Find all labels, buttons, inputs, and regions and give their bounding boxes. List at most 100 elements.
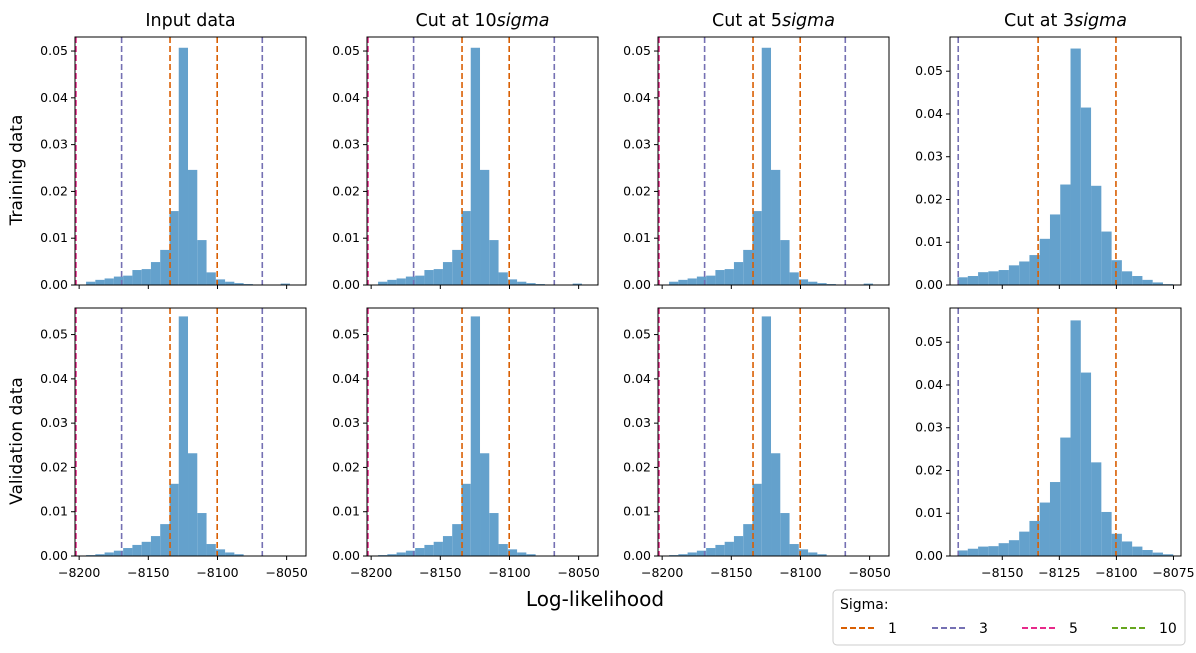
histogram-bar <box>780 240 790 285</box>
histogram-bars <box>378 316 545 556</box>
histogram-bar <box>808 281 818 285</box>
histogram-bar <box>160 249 170 285</box>
histogram-bar <box>780 513 790 556</box>
histogram-bar <box>141 269 151 285</box>
histogram-bar <box>225 552 235 556</box>
y-tick-label: 0.02 <box>40 183 68 198</box>
histogram-bar <box>452 249 462 285</box>
histogram-bar <box>123 275 133 285</box>
histogram-bar <box>470 47 481 285</box>
histogram-bar <box>724 541 734 556</box>
y-tick-label: 0.05 <box>40 327 68 342</box>
sigma-lines <box>75 37 264 285</box>
histogram-bar <box>572 283 582 285</box>
x-axis-label: Log-likelihood <box>526 587 664 611</box>
histogram-bar <box>234 283 244 285</box>
histogram-bar <box>1121 541 1133 556</box>
histogram-bar <box>789 272 799 285</box>
histogram-bar <box>150 536 161 556</box>
histogram-bar <box>706 548 716 556</box>
y-tick-label: 0.00 <box>40 277 68 292</box>
sigma-lines <box>75 308 264 556</box>
histogram-bar <box>808 552 818 556</box>
histogram-bar <box>86 281 96 285</box>
histogram-bar <box>234 554 244 556</box>
histogram-bar <box>169 211 179 285</box>
y-tick-label: 0.04 <box>915 106 943 121</box>
y-tick-label: 0.00 <box>915 277 943 292</box>
histogram-bar <box>498 272 508 285</box>
legend-label: 10 <box>1159 621 1177 637</box>
histogram-bar <box>150 262 161 285</box>
x-tick-label: −8100 <box>488 565 530 580</box>
x-tick-label: −8100 <box>779 565 821 580</box>
histogram-bar <box>396 278 406 285</box>
histogram-bar <box>1060 437 1071 556</box>
histogram-bar <box>1029 255 1040 285</box>
x-tick-label: −8125 <box>1038 565 1080 580</box>
panel-title: Cut at 10sigma <box>415 11 549 31</box>
panel-r1-c1: 0.00 0.01 0.02 0.03 0.04 0.05 −8200 −8150 −8100 −… <box>332 307 600 580</box>
histogram-bar <box>978 272 989 285</box>
x-tick-label: −8150 <box>981 565 1023 580</box>
histogram-bar <box>1049 482 1061 556</box>
histogram-bar <box>405 276 416 285</box>
histogram-bar <box>442 262 453 285</box>
legend-label: 1 <box>888 621 897 637</box>
y-tick-label: 0.00 <box>332 548 360 563</box>
axes-frame <box>74 36 307 286</box>
histogram-bar <box>817 283 827 285</box>
panel-r1-c2: 0.00 0.01 0.02 0.03 0.04 0.05 −8200 −8150 −8100 −… <box>623 307 891 580</box>
axes-frame <box>74 307 307 557</box>
histogram-bar <box>771 453 781 556</box>
y-tick-label: 0.03 <box>40 137 68 152</box>
sigma-lines <box>658 37 847 285</box>
y-tick-label: 0.05 <box>332 327 360 342</box>
histogram-bars <box>957 48 1174 285</box>
histogram-bar <box>957 550 968 556</box>
panel-r0-c2: 0.00 0.01 0.02 0.03 0.04 0.05 Cut at 5sigma <box>623 11 890 292</box>
panel-title: Cut at 3sigma <box>1004 11 1127 31</box>
axes-frame <box>949 36 1182 286</box>
histogram-bar <box>1121 271 1133 285</box>
histogram-bar <box>280 283 290 285</box>
x-tick-label: −8050 <box>265 565 307 580</box>
histogram-bar <box>743 524 753 556</box>
y-tick-label: 0.01 <box>40 230 68 245</box>
histogram-bar <box>696 550 707 556</box>
histogram-bar <box>470 316 481 556</box>
x-tick-label: −8200 <box>350 565 392 580</box>
x-tick-label: −8200 <box>58 565 100 580</box>
histogram-bar <box>687 278 697 285</box>
legend-label: 3 <box>979 621 988 637</box>
histogram-bar <box>113 550 124 556</box>
histogram-bar <box>1049 214 1061 285</box>
histogram-bar <box>225 281 235 285</box>
y-tick-label: 0.02 <box>332 459 360 474</box>
y-tick-label: 0.01 <box>915 505 943 520</box>
y-tick-label: 0.01 <box>623 504 651 519</box>
sigma-lines <box>367 308 556 556</box>
histogram-bar <box>498 544 508 556</box>
y-tick-label: 0.01 <box>40 504 68 519</box>
panel-title: Cut at 5sigma <box>712 11 835 31</box>
legend-label: 5 <box>1069 621 1078 637</box>
histogram-bar <box>1019 531 1030 556</box>
y-tick-label: 0.04 <box>623 90 651 105</box>
histogram-bar <box>415 275 425 285</box>
histogram-bar <box>669 281 679 285</box>
histogram-bar <box>424 270 434 285</box>
y-tick-label: 0.00 <box>915 548 943 563</box>
legend-entry-sigma-1: 1 <box>841 621 897 637</box>
legend-title: Sigma: <box>840 597 889 613</box>
panel-r0-c0: 0.00 0.01 0.02 0.03 0.04 0.05 Input data <box>40 11 307 292</box>
histogram-bar <box>141 541 151 556</box>
histogram-bar <box>178 316 189 556</box>
histogram-bar <box>1142 279 1153 285</box>
histogram-bar <box>178 47 189 285</box>
y-tick-label: 0.02 <box>332 183 360 198</box>
x-tick-label: −8075 <box>1152 565 1194 580</box>
sigma-lines <box>367 37 556 285</box>
histogram-bar <box>696 276 707 285</box>
histogram-bar <box>998 270 1009 285</box>
